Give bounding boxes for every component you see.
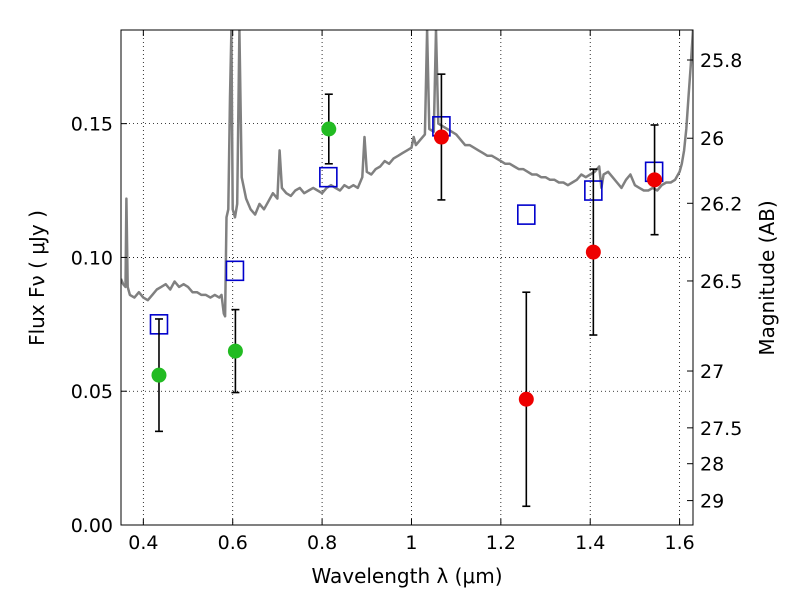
x-tick-label: 0.6: [218, 532, 248, 554]
x-tick-label: 1: [405, 532, 417, 554]
y2-tick-label: 26.5: [700, 271, 742, 293]
y-tick-label: 0.00: [71, 515, 113, 537]
x-tick-label: 1.2: [486, 532, 516, 554]
observed-flux-point: [518, 391, 534, 407]
observed-flux-point: [433, 129, 449, 145]
y-tick-label: 0.05: [71, 381, 113, 403]
y2-tick-label: 26: [700, 128, 724, 150]
y2-tick-label: 29: [700, 491, 724, 513]
observed-flux-point: [321, 121, 337, 137]
y2-tick-label: 26.2: [700, 193, 742, 215]
y2-axis-label: Magnitude (AB): [755, 200, 779, 355]
observed-flux-point: [227, 343, 243, 359]
observed-flux-point: [151, 367, 167, 383]
model-flux-square: [225, 260, 245, 282]
x-tick-label: 1.6: [664, 532, 694, 554]
plot-area: [121, 30, 693, 335]
y2-tick-label: 25.8: [700, 50, 742, 72]
model-flux-square: [319, 166, 338, 188]
y2-tick-label: 28: [700, 454, 724, 476]
model-spectrum-line: [121, 30, 693, 318]
plot-frame: [120, 29, 694, 526]
observed-flux-point: [647, 172, 663, 188]
y-tick-label: 0.10: [71, 247, 113, 269]
error-bars: [151, 73, 663, 508]
y2-tick-label: 27: [700, 361, 724, 383]
y2-tick-label: 27.5: [700, 418, 742, 440]
y-axis-label: Flux Fν ( μJy ): [25, 210, 49, 346]
observed-flux-point: [585, 244, 601, 260]
grid-lines: [121, 30, 693, 526]
x-tick-label: 0.8: [307, 532, 337, 554]
y-tick-label: 0.15: [71, 114, 113, 136]
x-axis-label: Wavelength λ (μm): [311, 564, 502, 588]
x-tick-label: 0.4: [128, 532, 158, 554]
axis-ticks: 0.4 0.6 0.8 1 1.2 1.4 1.6 0.00 0.05 0.10 0.15 25.8 2…: [71, 30, 742, 554]
model-flux-square: [517, 204, 536, 225]
x-tick-label: 1.4: [575, 532, 605, 554]
